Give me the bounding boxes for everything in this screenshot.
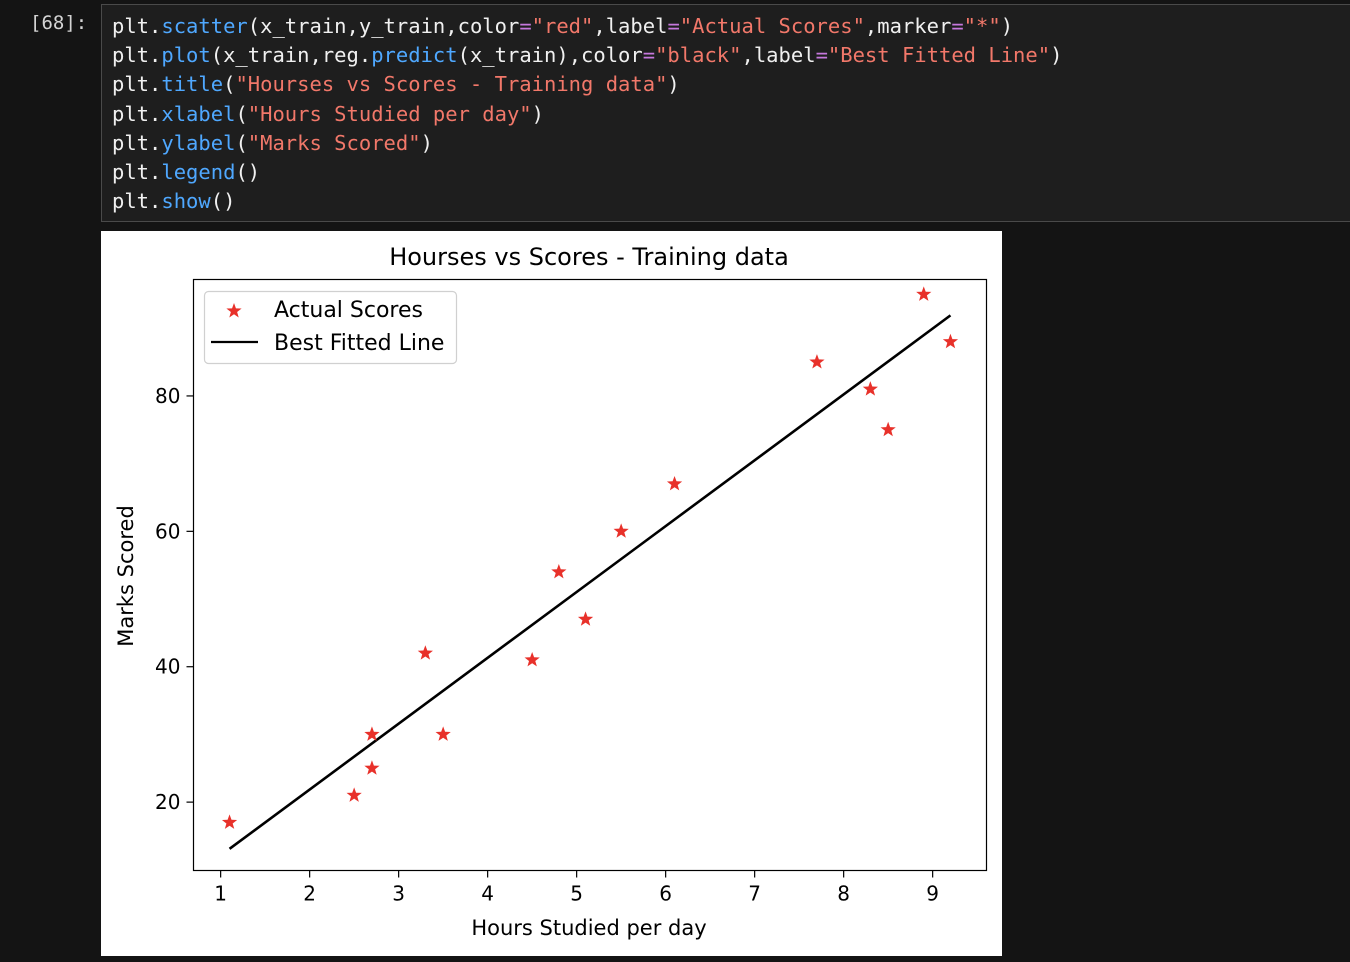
code-token: () xyxy=(210,189,236,214)
legend-box xyxy=(203,290,458,365)
code-token: show xyxy=(161,189,211,214)
scatter-point xyxy=(364,760,380,775)
x-tick-label: 3 xyxy=(392,882,405,906)
code-token: plt. xyxy=(112,43,162,68)
code-line: plt.legend() xyxy=(112,158,1062,187)
code-token: = xyxy=(951,14,964,38)
code-token: plt. xyxy=(112,72,162,97)
code-token: xlabel xyxy=(161,101,236,126)
legend-label-best-fitted-line: Best Fitted Line xyxy=(274,331,444,356)
code-token: title xyxy=(161,72,224,97)
code-token: ) xyxy=(531,101,544,126)
code-token: "Hours Studied per day" xyxy=(247,101,532,126)
cell-output: 20 40 60 80 1 2 3 4 5 6 7 8 9 Hourses vs Scores - T… xyxy=(101,231,1002,956)
code-token: predict xyxy=(371,43,458,68)
code-token: ) xyxy=(1000,14,1014,38)
code-line: plt.show() xyxy=(112,187,1062,216)
code-token: ( xyxy=(235,101,248,126)
x-tick-label: 4 xyxy=(481,882,494,906)
code-token: (x_train),color xyxy=(457,43,643,68)
x-tick-label: 2 xyxy=(303,882,316,906)
code-token: "*" xyxy=(963,14,1001,38)
code-token: plt. xyxy=(112,159,162,184)
code-token: = xyxy=(815,43,828,68)
x-tick-label: 5 xyxy=(570,882,583,906)
scatter-point xyxy=(551,563,567,579)
code-token: "Actual Scores" xyxy=(679,14,865,38)
scatter-point xyxy=(916,286,932,301)
code-token: ) xyxy=(667,72,680,97)
scatter-point xyxy=(577,611,594,626)
scatter-point xyxy=(809,354,825,369)
code-editor[interactable]: plt.scatter(x_train,y_train,color="red",… xyxy=(112,12,1062,216)
code-token: "Hourses vs Scores - Training data" xyxy=(235,72,668,97)
scatter-point xyxy=(435,726,451,741)
code-line: plt.plot(x_train,reg.predict(x_train),co… xyxy=(112,41,1062,70)
code-line: plt.ylabel("Marks Scored") xyxy=(112,129,1062,158)
scatter-chart: 20 40 60 80 1 2 3 4 5 6 7 8 9 Hourses vs Scores - T… xyxy=(114,243,988,940)
scatter-point xyxy=(613,523,629,538)
x-tick-label: 8 xyxy=(837,882,850,906)
code-token: plt. xyxy=(112,130,162,155)
chart-title: Hourses vs Scores - Training data xyxy=(389,243,789,271)
code-token: plt. xyxy=(112,189,162,214)
scatter-point xyxy=(524,651,540,667)
code-token: ,label xyxy=(593,14,668,38)
code-line: plt.title("Hourses vs Scores - Training … xyxy=(112,70,1062,99)
scatter-point xyxy=(880,421,896,437)
code-token: scatter xyxy=(161,14,248,38)
code-token: "Marks Scored" xyxy=(247,130,421,155)
cell-prompt: [68]: xyxy=(30,12,88,34)
code-token: plt. xyxy=(112,14,162,38)
code-line: plt.xlabel("Hours Studied per day") xyxy=(112,100,1062,129)
best-fit-line xyxy=(228,314,952,850)
code-token: (x_train,reg. xyxy=(210,43,372,68)
x-tick-label: 1 xyxy=(214,882,227,906)
x-tick-label: 9 xyxy=(926,882,939,906)
scatter-point xyxy=(417,645,433,660)
scatter-point xyxy=(862,381,878,396)
code-token: = xyxy=(642,43,656,68)
code-token: ylabel xyxy=(161,130,236,155)
y-tick-label: 60 xyxy=(155,519,180,543)
code-token: "black" xyxy=(655,43,742,68)
code-token: ) xyxy=(1050,43,1063,68)
legend: Actual Scores Best Fitted Line xyxy=(203,290,458,365)
code-line: plt.scatter(x_train,y_train,color="red",… xyxy=(112,12,1062,41)
y-tick-label: 40 xyxy=(155,655,180,679)
code-token: plt. xyxy=(112,101,162,126)
code-token: legend xyxy=(161,159,236,184)
x-tick-label: 6 xyxy=(659,882,672,906)
code-cell[interactable]: plt.scatter(x_train,y_train,color="red",… xyxy=(101,4,1350,222)
plot-area xyxy=(192,278,988,872)
code-token: ( xyxy=(223,72,236,97)
scatter-point xyxy=(942,333,959,349)
scatter-point xyxy=(364,726,380,741)
x-tick-label: 7 xyxy=(748,882,761,906)
legend-label-actual-scores: Actual Scores xyxy=(274,298,423,323)
code-token: = xyxy=(519,14,532,38)
code-token: "Best Fitted Line" xyxy=(827,43,1051,68)
y-tick-label: 20 xyxy=(155,790,180,814)
scatter-point xyxy=(221,814,238,829)
code-token: ,marker xyxy=(864,14,952,38)
code-token: ) xyxy=(420,130,433,155)
code-token: () xyxy=(235,159,261,184)
code-token: plot xyxy=(161,43,211,68)
y-axis-label: Marks Scored xyxy=(114,505,138,647)
code-token: ( xyxy=(235,130,248,155)
y-tick-label: 80 xyxy=(155,384,180,408)
code-token: = xyxy=(667,14,680,38)
scatter-point xyxy=(346,787,362,802)
code-token: (x_train,y_train,color xyxy=(247,14,520,38)
code-token: ,label xyxy=(741,43,816,68)
x-axis-label: Hours Studied per day xyxy=(471,916,706,940)
scatter-point xyxy=(666,475,683,491)
code-token: "red" xyxy=(531,14,594,38)
legend-star-icon xyxy=(226,303,242,318)
